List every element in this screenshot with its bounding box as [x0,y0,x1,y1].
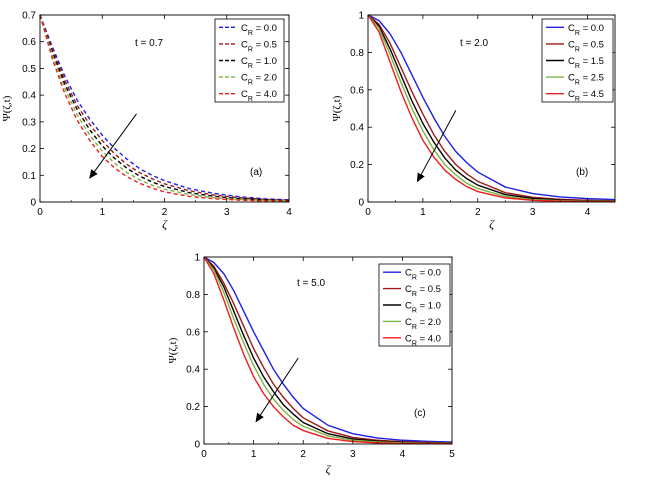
y-tick-label: 0.6 [22,37,36,48]
y-tick-label: 0.8 [186,290,200,301]
y-tick-label: 0.2 [350,160,364,171]
y-tick-label: 1 [194,253,200,264]
x-tick-label: 1 [251,449,257,460]
legend-entry: CR = 1.0 [241,56,277,70]
plot-frame [367,14,616,203]
series-line-green [203,256,453,445]
y-tick-label: 1 [358,11,364,22]
series-line-darkred [203,256,453,444]
x-tick-label: 4 [585,207,591,218]
series-line-black [367,14,616,202]
y-tick-label: 0.5 [22,64,36,75]
x-tick-label: 2 [475,207,481,218]
time-annotation: t = 2.0 [460,38,489,49]
panel-label: (b) [576,167,588,178]
legend-entry: CR = 0.5 [405,284,441,298]
legend-entry: CR = 2.0 [241,73,277,87]
chart-panel-c: 0 1 2 3 4 5 0 0.2 0.4 0.6 0.8 1 ζ Ψ(ζ,t) t = 5.0 (c) CR … [167,253,455,477]
series-line-darkred [367,14,616,202]
y-tick-label: 0.4 [22,91,36,102]
legend: CR = 0.0 CR = 0.5 CR = 1.0 CR = 2.0 CR = 4.0 [378,263,451,347]
series-line-darkred [39,14,290,202]
x-tick-label: 3 [224,207,230,218]
panel-label: (c) [414,408,426,419]
legend-entry: CR = 1.0 [405,301,441,315]
legend-entry: CR = 0.5 [241,39,277,53]
chart-panel-a: 0 1 2 3 4 0 0.1 0.2 0.3 0.4 0.5 0.6 0.7 ζ Ψ(ζ,t) t = 0.… [1,11,292,232]
y-tick-label: 0.7 [22,11,36,22]
x-tick-label: 0 [37,207,43,218]
y-tick-label: 0.3 [22,117,36,128]
y-tick-label: 0 [30,198,36,209]
x-tick-label: 2 [162,207,168,218]
x-tick-label: 4 [286,207,292,218]
trend-arrow [416,110,457,183]
legend-entry: CR = 2.0 [405,317,441,331]
legend: CR = 0.0 CR = 0.5 CR = 1.0 CR = 2.0 CR = 4.0 [214,18,285,103]
series-line-red [203,256,453,445]
y-tick-label: 0 [194,440,200,451]
series-line-blue [203,256,453,443]
time-annotation: t = 0.7 [135,38,164,49]
trend-arrow [255,357,299,423]
legend-box [214,18,285,103]
legend-entry: CR = 4.0 [405,333,441,347]
y-axis-label: Ψ(ζ,t) [167,337,179,363]
x-tick-label: 0 [365,207,371,218]
x-tick-label: 3 [350,449,356,460]
legend-entry: CR = 0.5 [568,39,604,53]
chart-panel-b: 0 1 2 3 4 0 0.2 0.4 0.6 0.8 1 ζ Ψ(ζ,t) t = 2.0 (b) CR =… [331,11,616,231]
x-tick-label: 0 [201,449,207,460]
y-tick-label: 0.1 [22,171,36,182]
legend-entry: CR = 1.5 [568,56,604,70]
y-axis-label: Ψ(ζ,t) [331,95,343,121]
legend: CR = 0.0 CR = 0.5 CR = 1.5 CR = 2.5 CR = 4.5 [541,18,614,103]
legend-entry: CR = 0.0 [405,268,441,282]
x-axis-label: ζ [162,217,168,231]
y-tick-label: 0.2 [186,402,200,413]
y-tick-label: 0.4 [186,365,200,376]
y-tick-label: 0.6 [350,85,364,96]
panel-label: (a) [250,167,262,178]
y-tick-label: 0.8 [350,48,364,59]
series-line-red [367,14,616,203]
series-line-blue [367,14,616,201]
x-tick-label: 5 [449,449,455,460]
trend-arrow [89,113,137,179]
series-line-blue [39,14,290,201]
legend-entry: CR = 2.5 [568,73,604,87]
y-tick-label: 0 [358,198,364,209]
y-tick-label: 0.4 [350,123,364,134]
x-tick-label: 3 [530,207,536,218]
y-tick-label: 0.2 [22,144,36,155]
legend-entry: CR = 0.0 [241,23,277,37]
x-tick-label: 4 [400,449,406,460]
series-line-black [39,14,290,202]
time-annotation: t = 5.0 [297,278,326,289]
x-tick-label: 2 [300,449,306,460]
legend-entry: CR = 4.0 [241,89,277,103]
legend-entry: CR = 4.5 [568,89,604,103]
x-axis-label: ζ [489,217,495,231]
y-axis-label: Ψ(ζ,t) [1,95,13,121]
x-tick-label: 1 [420,207,426,218]
x-tick-label: 1 [99,207,105,218]
x-axis-label: ζ [326,462,332,476]
y-tick-label: 0.6 [186,327,200,338]
legend-entry: CR = 0.0 [568,23,604,37]
